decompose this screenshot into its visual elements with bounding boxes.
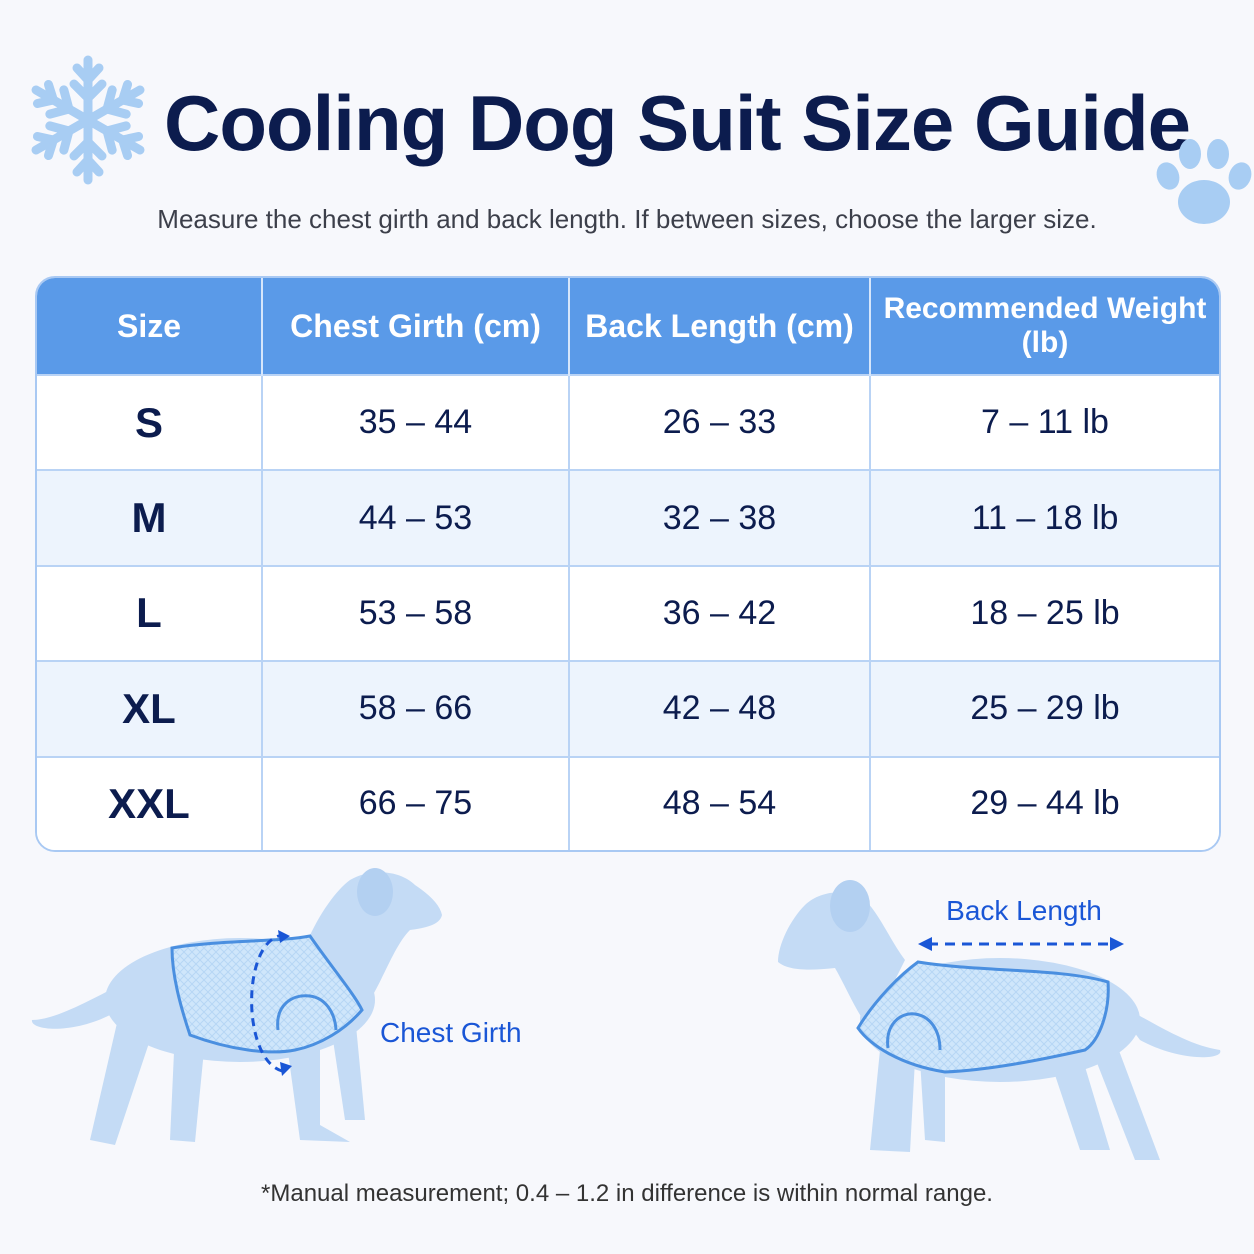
table-row: XL 58 – 66 42 – 48 25 – 29 lb xyxy=(37,660,1219,757)
size-cell: XXL xyxy=(37,755,263,850)
paw-print-icon xyxy=(1156,139,1252,224)
chest-girth-cell: 35 – 44 xyxy=(262,373,570,471)
chest-girth-cell: 66 – 75 xyxy=(262,755,570,850)
table-row: S 35 – 44 26 – 33 7 – 11 lb xyxy=(37,373,1219,471)
size-cell: XL xyxy=(37,660,263,757)
size-cell: M xyxy=(37,469,263,566)
table-row: L 53 – 58 36 – 42 18 – 25 lb xyxy=(37,564,1219,662)
chest-girth-cell: 44 – 53 xyxy=(262,469,570,566)
weight-cell: 29 – 44 lb xyxy=(870,755,1219,850)
chest-girth-label: Chest Girth xyxy=(380,1017,522,1048)
back-length-cell: 32 – 38 xyxy=(569,469,871,566)
weight-cell: 11 – 18 lb xyxy=(870,469,1219,566)
column-header-size: Size xyxy=(37,278,263,375)
snowflake-icon xyxy=(24,55,152,190)
size-cell: S xyxy=(37,373,263,471)
back-length-cell: 42 – 48 xyxy=(569,660,871,757)
page-title: Cooling Dog Suit Size Guide xyxy=(164,79,1191,167)
weight-cell: 7 – 11 lb xyxy=(870,373,1219,471)
size-table: Size Chest Girth (cm) Back Length (cm) R… xyxy=(35,276,1221,852)
back-length-label: Back Length xyxy=(946,895,1102,926)
table-row: XXL 66 – 75 48 – 54 29 – 44 lb xyxy=(37,755,1219,850)
table-row: M 44 – 53 32 – 38 11 – 18 lb xyxy=(37,469,1219,566)
back-length-cell: 36 – 42 xyxy=(569,564,871,662)
column-header-recommended-weight: Recommended Weight (lb) xyxy=(870,278,1219,375)
dog-back-length-illustration: Back Length xyxy=(778,880,1221,1160)
chest-girth-cell: 53 – 58 xyxy=(262,564,570,662)
column-header-chest-girth: Chest Girth (cm) xyxy=(262,278,570,375)
dog-chest-girth-illustration: Chest Girth xyxy=(31,868,522,1145)
size-cell: L xyxy=(37,564,263,662)
page-subtitle: Measure the chest girth and back length.… xyxy=(157,204,1097,234)
column-header-back-length: Back Length (cm) xyxy=(569,278,871,375)
back-length-cell: 48 – 54 xyxy=(569,755,871,850)
table-header-row: Size Chest Girth (cm) Back Length (cm) R… xyxy=(37,278,1219,375)
weight-cell: 18 – 25 lb xyxy=(870,564,1219,662)
footnote: *Manual measurement; 0.4 – 1.2 in differ… xyxy=(261,1180,993,1207)
weight-cell: 25 – 29 lb xyxy=(870,660,1219,757)
measurement-illustrations: Chest Girth Back Length xyxy=(31,868,1221,1160)
back-length-cell: 26 – 33 xyxy=(569,373,871,471)
chest-girth-cell: 58 – 66 xyxy=(262,660,570,757)
